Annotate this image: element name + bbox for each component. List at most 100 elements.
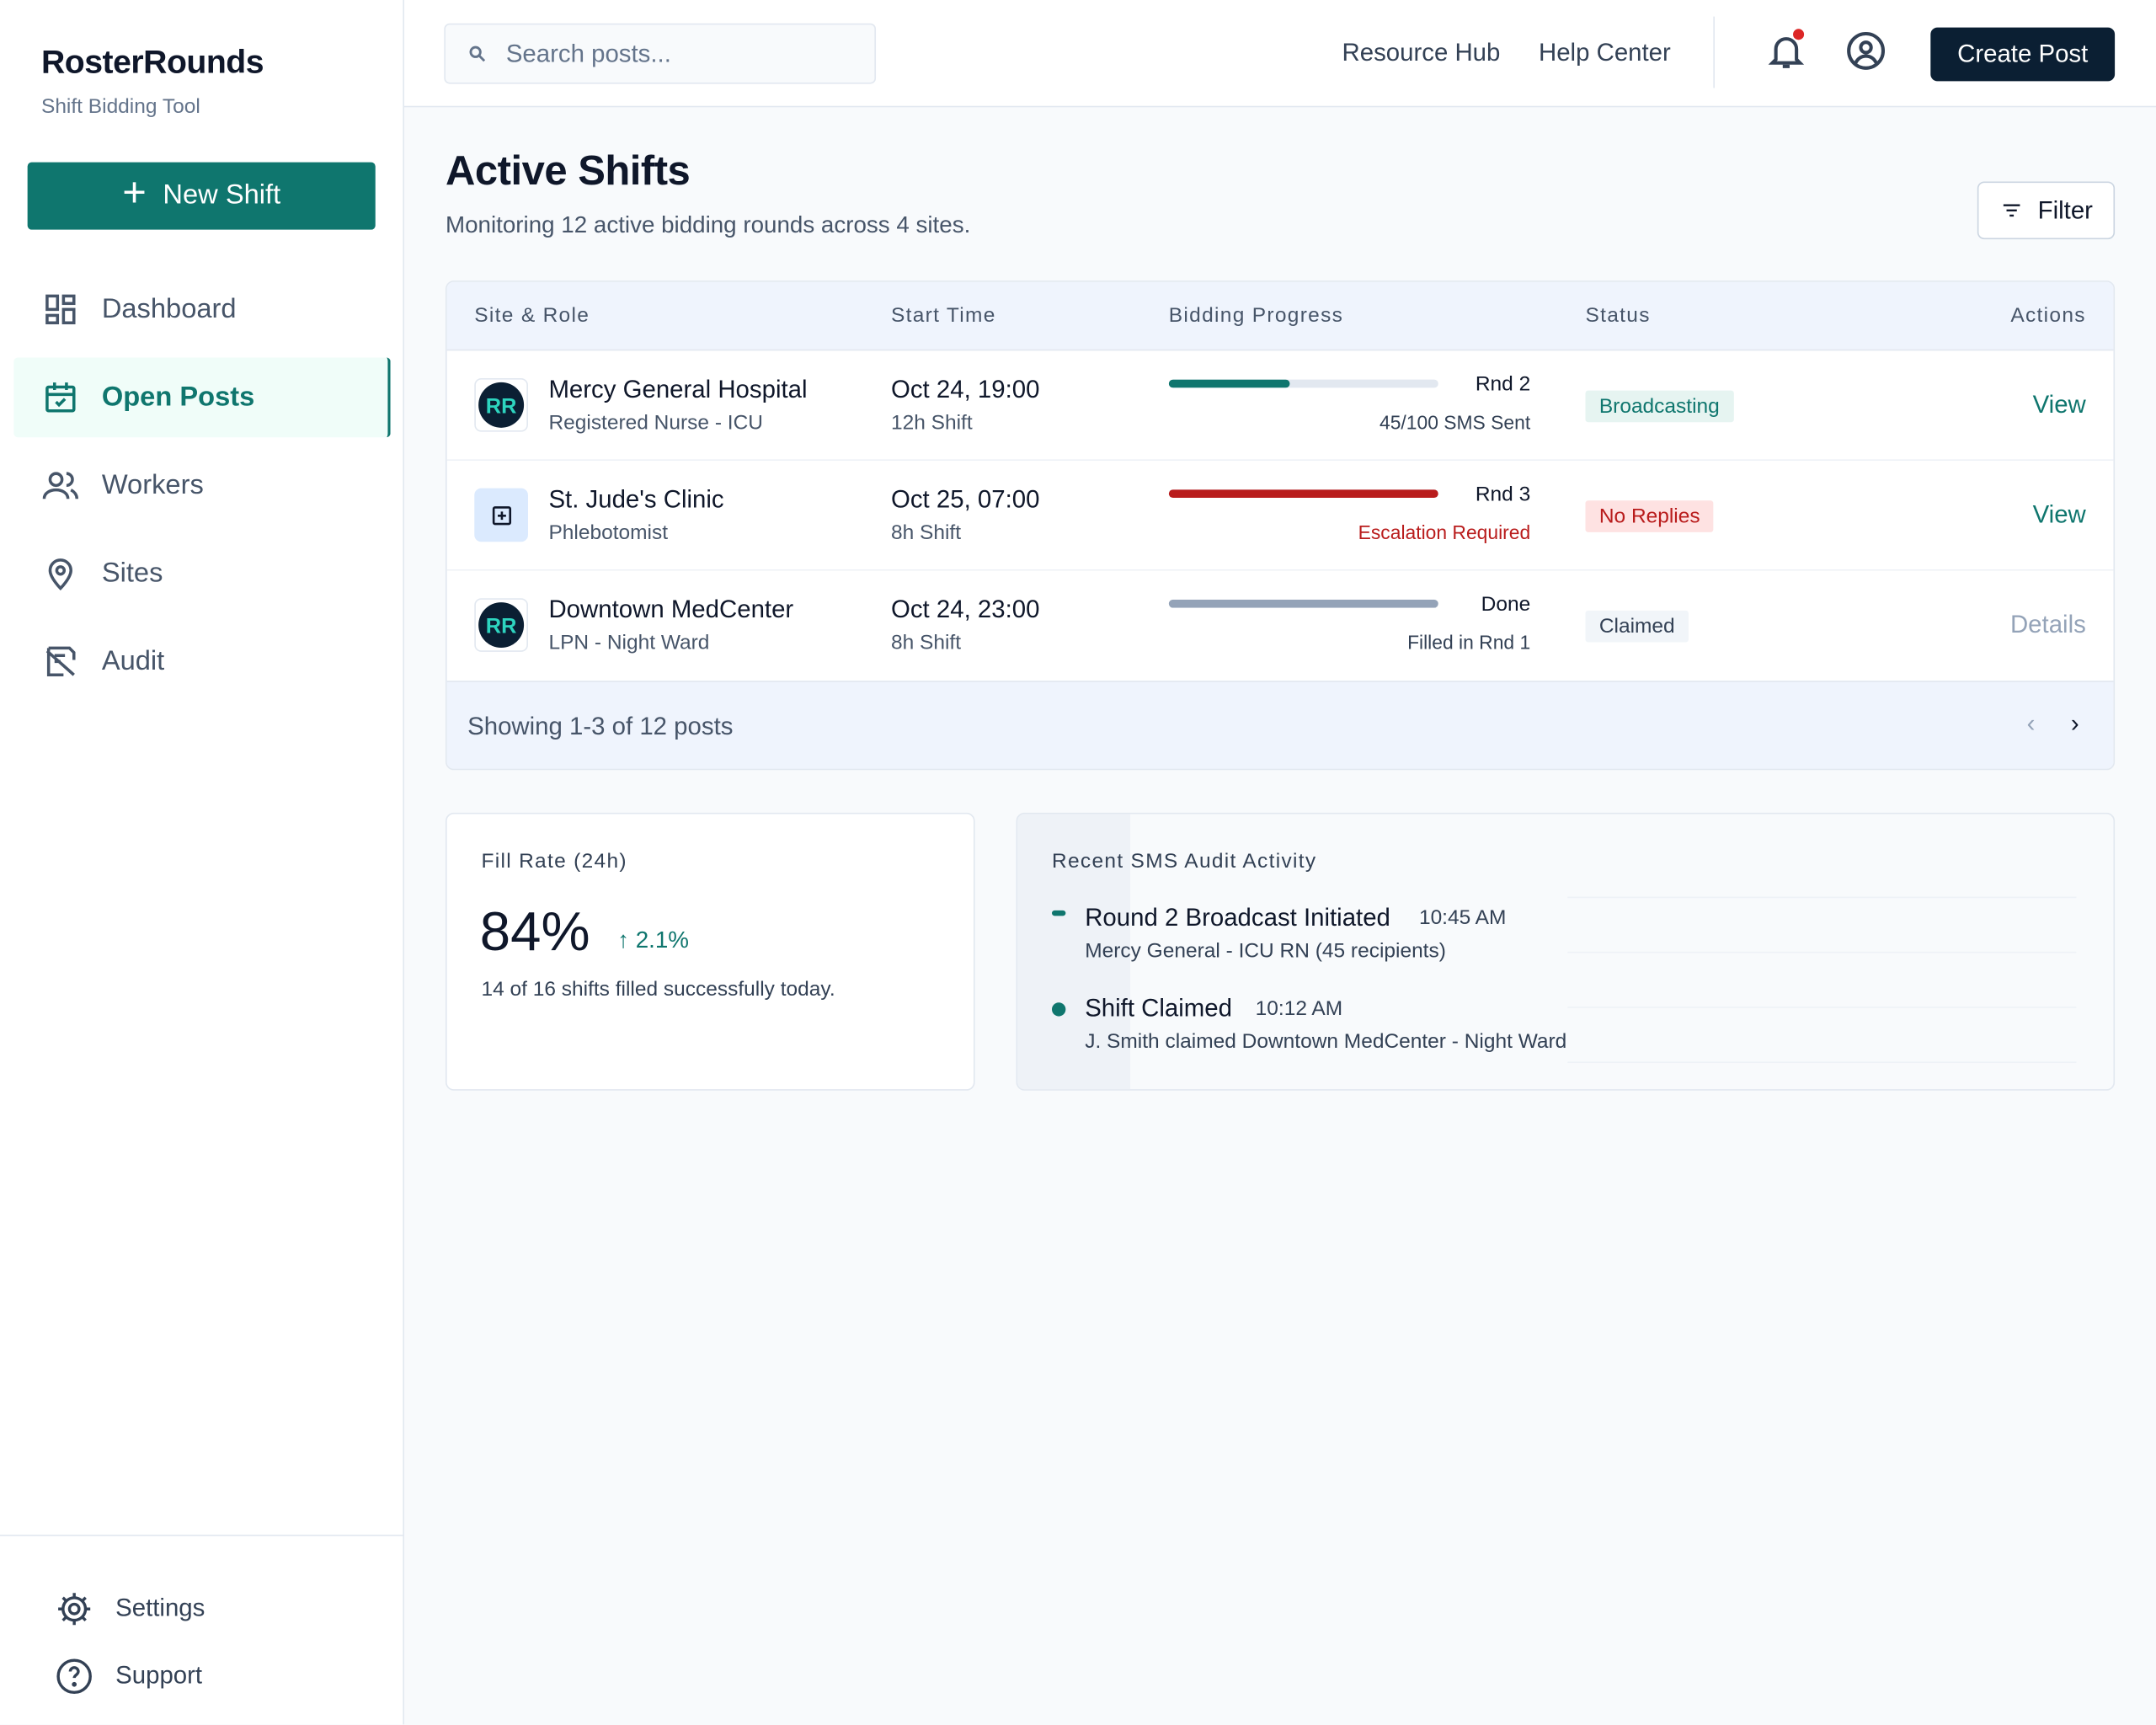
svg-text:RR: RR [486,615,517,638]
progress-note: Filled in Rnd 1 [1407,631,1531,654]
decorative-line [1567,896,2077,899]
medical-plus-icon [492,505,511,525]
brand-title: RosterRounds [40,44,264,82]
dashboard-icon [41,290,80,328]
site-logo-icon: RR [478,382,525,428]
chevron-right-icon[interactable]: › [2070,709,2079,738]
progress-note: Escalation Required [1358,521,1531,543]
sidebar-item-label: Audit [101,645,165,676]
round-label: Rnd 3 [1475,483,1531,506]
search-input[interactable] [505,39,851,68]
card-label: Fill Rate (24h) [481,850,627,873]
help-center-link[interactable]: Help Center [1538,38,1671,67]
progress-fill [1168,489,1438,499]
table-row[interactable]: RR Mercy General Hospital Registered Nur… [446,350,2114,461]
event-marker [1052,910,1066,916]
resource-hub-link[interactable]: Resource Hub [1342,38,1501,67]
new-shift-button[interactable]: + New Shift [27,162,376,230]
search-box [444,23,877,84]
sidebar-item-support[interactable]: Support [0,1642,404,1709]
sidebar-item-workers[interactable]: Workers [13,446,390,526]
filter-icon [2003,204,2020,217]
chevron-left-icon[interactable]: ‹ [2026,709,2036,738]
sidebar-item-audit[interactable]: Audit [13,622,390,702]
sidebar-item-dashboard[interactable]: Dashboard [13,270,390,350]
status-badge: Claimed [1585,610,1689,643]
view-link[interactable]: View [2032,390,2086,419]
topbar: Resource Hub Help Center Create Post [404,0,2156,108]
table-row[interactable]: RR Downtown MedCenter LPN - Night Ward O… [447,571,2114,681]
gear-icon [58,1592,91,1625]
audit-background-strip [1017,814,1131,1090]
site-name: Downtown MedCenter [548,595,794,623]
sidebar: RosterRounds Shift Bidding Tool + New Sh… [0,0,405,1725]
column-header: Start Time [890,303,996,328]
shift-length: 8h Shift [890,521,962,545]
site-name: St. Jude's Clinic [548,485,724,513]
column-header: Bidding Progress [1168,303,1344,328]
sidebar-item-label: Dashboard [101,293,237,324]
event-description: J. Smith claimed Downtown MedCenter - Ni… [1085,1029,1567,1054]
sidebar-item-label: Settings [115,1594,205,1621]
start-time: Oct 24, 19:00 [890,375,1040,403]
users-icon [41,466,80,505]
event-time: 10:12 AM [1255,996,1343,1021]
sidebar-item-sites[interactable]: Sites [13,533,390,613]
bell-icon[interactable] [1765,30,1806,72]
round-label: Done [1481,592,1531,617]
site-logo: RR [474,598,528,652]
arrow-up-icon: ↑ [617,927,629,953]
site-logo-icon: RR [478,602,525,649]
audit-activity-card: Recent SMS Audit Activity Round 2 Broadc… [1016,812,2116,1091]
shifts-table: Site & Role Start Time Bidding Progress … [445,280,2116,771]
filter-button[interactable]: Filter [1977,181,2116,240]
sidebar-item-label: Open Posts [101,382,255,412]
notification-dot [1791,27,1806,41]
start-time: Oct 25, 07:00 [890,485,1040,513]
fill-rate-value: 84% [479,902,590,963]
column-header: Site & Role [474,303,590,328]
view-link[interactable]: View [2032,500,2086,528]
decorative-line [1567,951,2077,953]
column-header: Status [1585,303,1651,328]
audit-icon [41,642,80,681]
sidebar-item-label: Sites [101,558,163,588]
table-row[interactable]: St. Jude's Clinic Phlebotomist Oct 25, 0… [446,461,2114,571]
pagination-summary: Showing 1-3 of 12 posts [467,712,734,740]
progress-note: 45/100 SMS Sent [1380,411,1531,434]
topbar-divider [1713,16,1715,88]
sidebar-item-label: Workers [101,469,204,500]
event-title: Shift Claimed [1085,994,1232,1023]
location-pin-icon [41,554,80,593]
start-time: Oct 24, 23:00 [890,595,1040,623]
fill-rate-note: 14 of 16 shifts filled successfully toda… [481,977,835,1001]
new-shift-label: New Shift [163,179,281,211]
trend-value: 2.1% [635,927,689,953]
sidebar-nav: Dashboard Open Posts Workers Sites [13,270,391,709]
plus-icon: + [122,170,147,216]
table-header: Site & Role Start Time Bidding Progress … [446,281,2114,351]
sidebar-item-settings[interactable]: Settings [0,1574,404,1642]
brand-subtitle: Shift Bidding Tool [40,94,200,119]
progress-fill [1168,599,1438,608]
column-header: Actions [2010,303,2086,328]
progress-fill [1168,379,1290,388]
search-icon [469,45,486,62]
fill-rate-card: Fill Rate (24h) 84% ↑ 2.1% 14 of 16 shif… [445,812,975,1091]
shift-length: 8h Shift [890,631,962,655]
site-role: Phlebotomist [548,521,669,545]
site-logo: RR [474,377,528,432]
details-link[interactable]: Details [2009,610,2086,638]
progress-bar [1168,599,1438,608]
sidebar-item-open-posts[interactable]: Open Posts [13,357,391,438]
shift-length: 12h Shift [890,411,973,435]
event-time: 10:45 AM [1418,905,1507,930]
event-description: Mercy General - ICU RN (45 recipients) [1085,939,1446,963]
account-icon[interactable] [1845,30,1886,72]
progress-bar [1168,489,1438,499]
create-post-button[interactable]: Create Post [1930,27,2116,82]
page-subtitle: Monitoring 12 active bidding rounds acro… [445,211,971,238]
site-role: LPN - Night Ward [548,631,710,655]
decorative-line [1567,1007,2077,1008]
round-label: Rnd 2 [1475,372,1531,397]
